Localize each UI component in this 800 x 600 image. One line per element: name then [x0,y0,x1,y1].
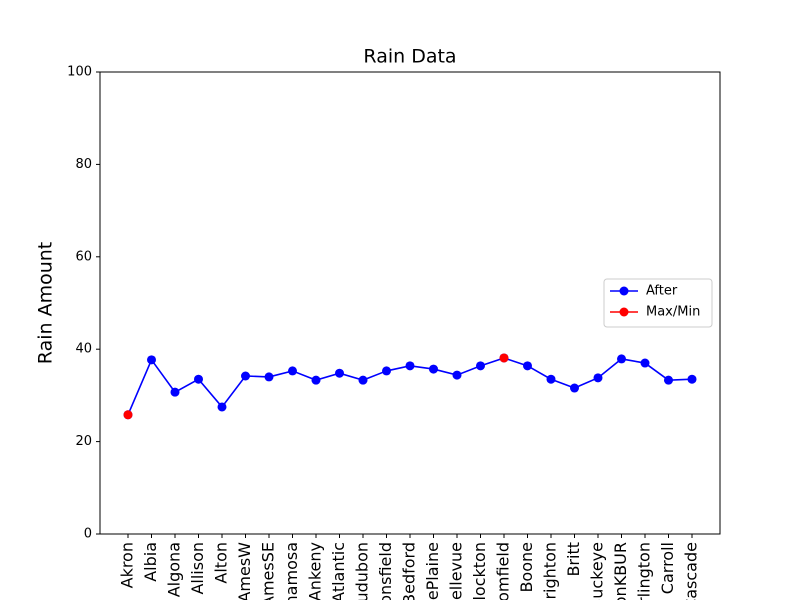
marker [217,402,227,412]
x-tick-label: Bloomfield [494,542,513,600]
chart-title: Rain Data [363,46,456,68]
marker [640,358,650,368]
x-tick-label: Alton [212,542,231,584]
x-tick-label: BurlingtonKBUR [611,542,630,600]
legend-label: Max/Min [646,305,700,320]
x-tick-label: Ankeny [306,542,325,600]
marker [664,375,673,385]
y-tick-label: 20 [75,434,92,449]
marker [523,361,532,371]
x-tick-label: Brighton [541,542,560,600]
legend-marker [619,286,629,296]
marker [288,366,297,376]
marker [264,372,274,382]
x-tick-label: Beaconsfield [376,542,395,600]
marker [241,371,250,381]
x-tick-label: AmesSE [259,542,278,600]
marker [170,387,180,397]
y-tick-label: 100 [67,65,92,80]
x-tick-label: BellePlaine [423,542,442,600]
marker [123,410,133,420]
marker [429,364,438,374]
marker [499,353,509,363]
marker [570,383,579,393]
x-tick-label: Akron [118,542,137,588]
x-tick-label: Audubon [353,542,372,600]
y-axis-label: Rain Amount [35,242,57,364]
legend-marker [619,307,629,317]
x-tick-label: Carroll [658,542,677,594]
x-tick-label: Albia [141,542,160,582]
x-tick-label: Britt [564,542,583,577]
legend-label: After [646,284,678,299]
y-tick-label: 80 [75,157,92,172]
x-tick-label: Boone [517,542,536,593]
marker [452,370,462,380]
marker [617,354,626,364]
x-tick-label: AmesW [235,542,254,600]
y-tick-label: 60 [75,249,92,264]
marker [687,374,697,384]
y-tick-label: 0 [84,527,92,542]
x-tick-label: Blockton [470,542,489,600]
marker [382,366,391,376]
marker [194,374,203,384]
x-tick-label: Bellevue [447,542,466,600]
marker [147,355,156,365]
x-tick-label: Bedford [400,542,419,600]
marker [335,368,344,378]
y-tick-label: 40 [75,342,92,357]
marker [405,361,415,371]
x-tick-label: Anamosa [282,542,301,600]
marker [593,373,603,383]
x-tick-label: Allison [188,542,207,595]
x-tick-label: Algona [165,542,184,597]
x-tick-label: Atlantic [329,542,348,600]
x-tick-label: Buckeye [588,542,607,600]
x-tick-label: Cascade [682,542,701,600]
marker [476,361,485,371]
marker [358,375,368,385]
x-tick-label: Burlington [635,542,654,600]
marker [546,374,556,384]
plot-frame [99,71,721,535]
marker [311,375,321,385]
